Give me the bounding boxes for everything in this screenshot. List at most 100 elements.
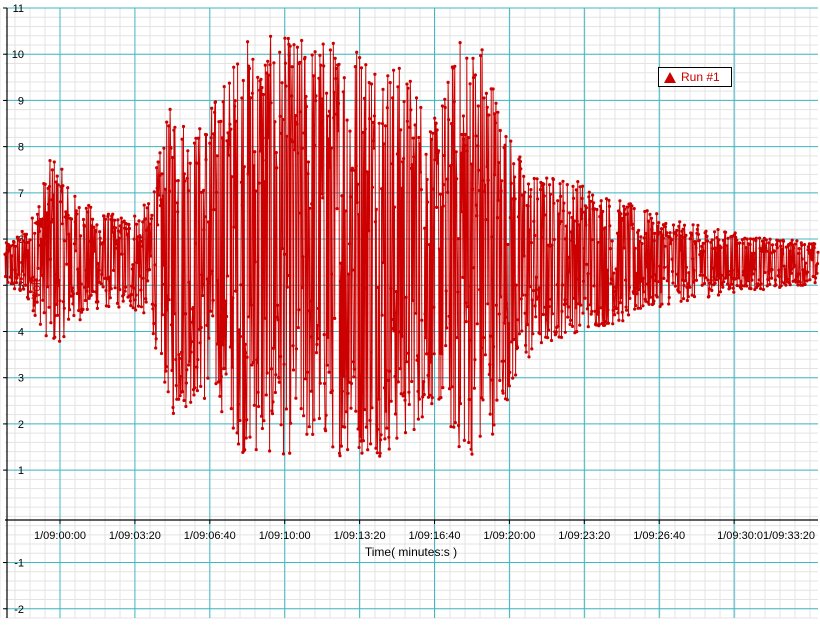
data-point [435,205,439,209]
data-point [100,272,104,276]
data-point [702,273,706,277]
data-point [597,322,601,327]
data-point [431,131,435,135]
data-point [328,166,332,170]
data-point [249,303,253,307]
data-point [798,280,802,284]
data-point [743,272,747,276]
data-point [277,375,281,380]
data-point [759,287,763,291]
data-point [655,212,659,216]
data-point [541,312,545,317]
data-point [692,280,696,284]
data-point [131,263,135,267]
data-point [156,223,160,227]
data-point [721,238,725,242]
data-point [380,313,384,317]
data-point [180,390,185,394]
data-point [665,279,669,283]
x-tick-labels: 1/09:00:00 1/09:03:20 1/09:06:40 1/09:10:00… [34,530,815,542]
data-point [151,307,155,311]
data-point [463,132,467,137]
data-point [704,229,708,233]
data-point [559,335,564,339]
data-point [577,277,581,281]
data-point [40,248,44,252]
data-point [465,149,469,153]
data-point [524,350,528,354]
data-point [692,295,697,299]
data-point [294,347,298,351]
data-point [49,220,54,224]
data-point [543,305,547,309]
data-point [659,290,663,294]
data-point [607,204,612,208]
data-point [46,285,50,289]
data-point [92,225,96,229]
data-point [284,84,288,88]
data-point [260,426,264,431]
data-point [427,243,431,247]
data-point [309,389,313,393]
data-point [566,315,570,319]
data-point [790,267,794,271]
data-point [579,207,583,212]
data-point [527,228,532,232]
data-point [741,241,745,245]
data-point [380,187,384,191]
data-point [189,400,193,404]
data-point [270,409,274,413]
data-point [66,186,70,190]
data-point [739,287,744,291]
data-point [657,221,661,225]
data-point [247,64,251,68]
data-point [58,200,63,204]
data-point [23,235,27,239]
data-point [418,142,422,146]
data-point [791,243,795,247]
data-point [26,297,30,301]
legend[interactable]: Run #1 [658,67,732,87]
data-point [360,358,365,362]
data-point [179,375,183,379]
data-point [153,303,157,308]
data-point [47,184,52,189]
data-point [355,50,359,54]
data-point [119,231,123,235]
legend-label: Run #1 [681,70,720,84]
data-point [670,269,675,274]
y-scroll-arrow-icon[interactable] [33,217,43,229]
data-point [309,335,313,339]
data-point [492,112,497,116]
data-point [531,332,535,336]
data-point [184,381,188,385]
data-point [523,311,527,315]
data-point [230,175,234,179]
data-point [247,315,251,319]
data-point [169,146,173,150]
data-point [514,283,518,287]
data-point [726,282,730,286]
data-point [747,273,751,277]
data-point [346,391,350,395]
data-point [355,200,359,205]
series-markers [3,34,820,458]
data-point [472,266,476,270]
data-point [157,183,161,187]
data-point [491,432,495,436]
data-point [52,160,56,164]
data-point [797,247,801,251]
data-point [292,43,296,47]
data-point [386,74,390,78]
data-point [273,390,277,395]
data-point [570,324,575,328]
data-point [453,421,457,425]
data-point [196,136,200,140]
data-point [17,272,21,276]
data-point [396,380,400,384]
data-point [354,409,358,413]
data-point [640,279,645,283]
data-point [365,286,369,290]
data-point [17,238,21,242]
data-point [149,217,153,221]
